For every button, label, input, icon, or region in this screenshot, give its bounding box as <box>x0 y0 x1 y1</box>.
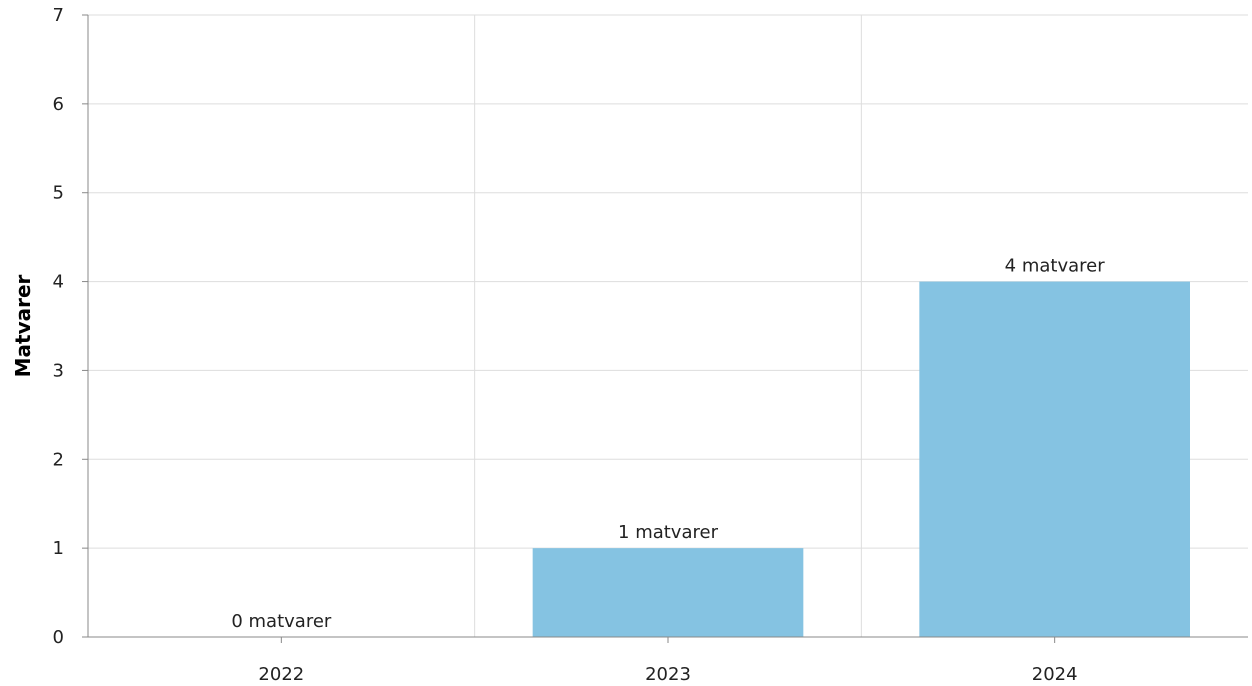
x-tick-label: 2023 <box>645 664 691 685</box>
y-axis-title: Matvarer <box>11 274 35 377</box>
data-label-2024: 4 matvarer <box>1005 256 1106 277</box>
y-tick-label: 1 <box>53 538 64 559</box>
y-tick-label: 2 <box>53 449 64 470</box>
y-tick-label: 7 <box>53 5 64 26</box>
data-label-2023: 1 matvarer <box>618 522 719 543</box>
label-layer: 0 matvarer 1 matvarer 4 matvarer <box>231 256 1105 632</box>
data-label-2022: 0 matvarer <box>231 611 332 632</box>
bar-layer <box>532 281 1190 637</box>
grid-layer <box>88 14 1248 637</box>
axis-layer: 0 1 2 3 4 5 6 7 2022 2023 2024 <box>53 5 1248 685</box>
bar-2023 <box>532 548 804 637</box>
x-tick-label: 2024 <box>1032 664 1078 685</box>
y-tick-label: 5 <box>53 183 64 204</box>
x-tick-label: 2022 <box>258 664 304 685</box>
y-tick-label: 4 <box>53 272 64 293</box>
y-tick-label: 6 <box>53 94 64 115</box>
bar-2024 <box>919 281 1190 637</box>
y-tick-label: 0 <box>53 627 64 648</box>
y-tick-label: 3 <box>53 360 64 381</box>
